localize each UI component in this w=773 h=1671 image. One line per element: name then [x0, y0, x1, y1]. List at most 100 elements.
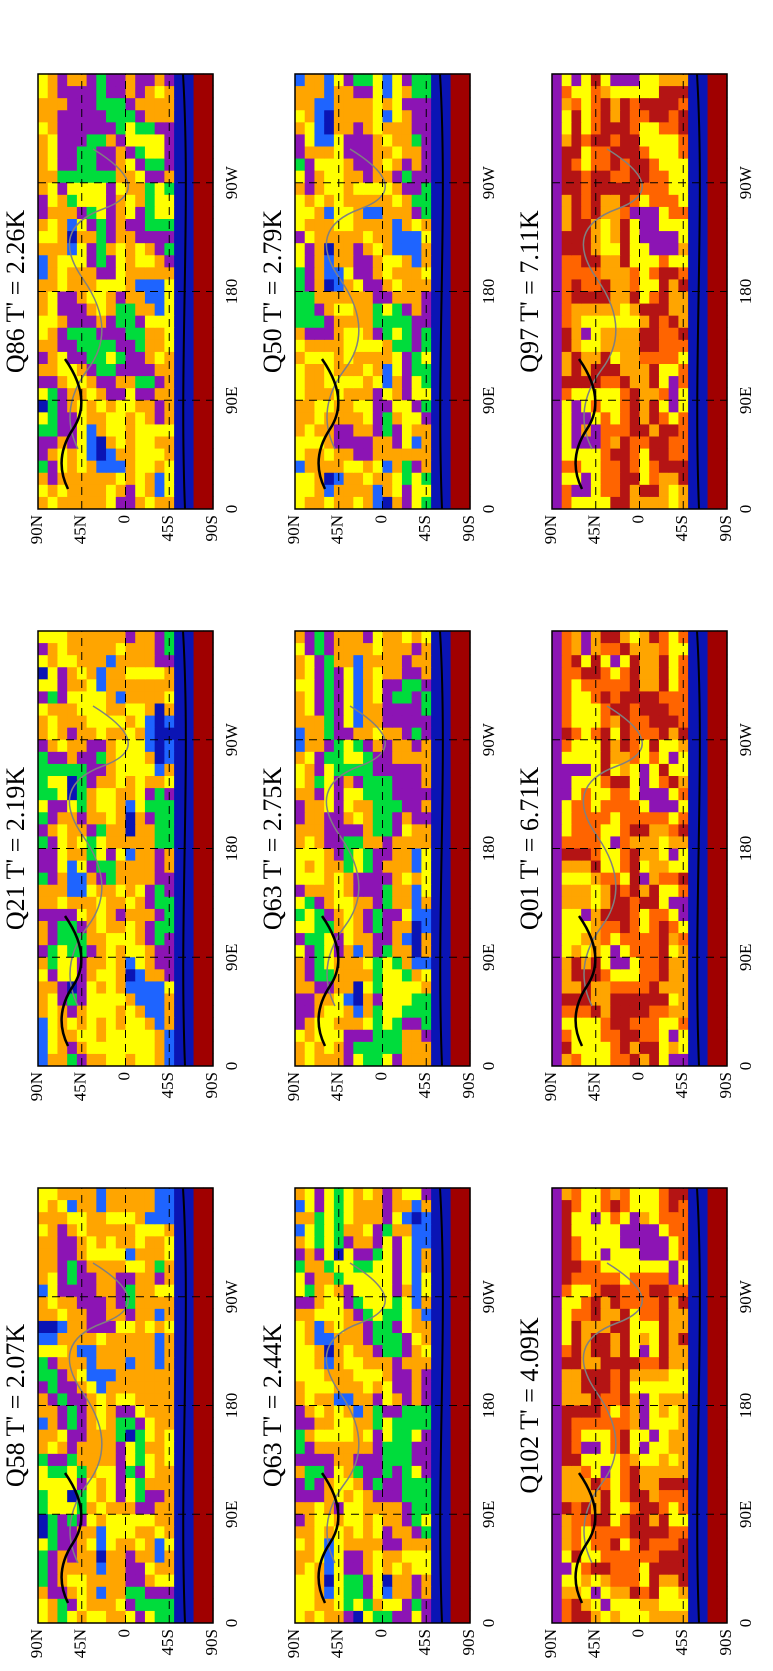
map-cell: [401, 242, 413, 256]
map-cell: [610, 1525, 621, 1539]
map-cell: [125, 1053, 136, 1066]
map-cell: [440, 1199, 452, 1213]
map-cell: [620, 1187, 631, 1201]
map-cell: [460, 1610, 471, 1623]
map-cell: [571, 1332, 582, 1346]
map-cell: [620, 1429, 631, 1442]
map-cell: [115, 460, 127, 473]
map-cell: [203, 872, 214, 885]
map-cell: [57, 85, 68, 99]
map-cell: [304, 690, 316, 704]
map-cell: [154, 654, 165, 668]
map-cell: [314, 1537, 325, 1551]
map-cell: [688, 1332, 699, 1346]
map-cell: [96, 920, 107, 934]
map-cell: [431, 145, 442, 159]
map-cell: [174, 363, 185, 377]
map-cell: [57, 739, 68, 752]
map-cell: [431, 1017, 442, 1030]
map-cell: [382, 1549, 393, 1563]
map-cell: [154, 1247, 165, 1261]
map-cell: [96, 1586, 107, 1599]
map-cell: [86, 714, 97, 728]
map-cell: [717, 1223, 728, 1237]
map-cell: [658, 1004, 670, 1018]
map-cell: [154, 896, 165, 909]
map-cell: [707, 1561, 718, 1575]
map-cell: [343, 775, 354, 789]
map-cell: [658, 1320, 670, 1333]
map-cell: [343, 1187, 354, 1201]
map-cell: [392, 1235, 403, 1249]
map-cell: [125, 920, 136, 934]
map-cell: [86, 1429, 97, 1442]
map-cell: [421, 435, 432, 449]
map-cell: [363, 1041, 374, 1054]
map-cell: [629, 1187, 641, 1201]
map-cell: [571, 1453, 582, 1466]
map-cell: [552, 1320, 563, 1333]
map-cell: [115, 218, 127, 232]
map-cell: [47, 254, 59, 268]
map-cell: [193, 1392, 204, 1406]
map-cell: [174, 496, 185, 509]
map-cell: [314, 194, 325, 207]
map-cell: [333, 642, 345, 656]
lat-label: 45S: [415, 1629, 434, 1655]
map-cell: [411, 859, 422, 873]
map-cell: [174, 411, 185, 425]
map-cell: [193, 194, 204, 207]
map-cell: [639, 1561, 650, 1575]
map-cell: [411, 97, 422, 111]
map-cell: [561, 1429, 573, 1442]
map-cell: [125, 956, 136, 970]
map-cell: [304, 944, 316, 958]
map-cell: [164, 1392, 175, 1406]
map-cell: [707, 992, 718, 1006]
map-cell: [125, 1441, 136, 1454]
map-cell: [440, 835, 452, 849]
map-cell: [382, 872, 393, 885]
map-cell: [392, 363, 403, 377]
map-cell: [106, 630, 117, 644]
map-cell: [610, 1199, 621, 1213]
map-cell: [382, 1586, 393, 1599]
map-cell: [431, 266, 442, 280]
map-cell: [47, 1489, 59, 1503]
lon-label: 0: [222, 505, 241, 514]
map-cell: [649, 1296, 660, 1309]
map-cell: [353, 678, 364, 692]
map-cell: [193, 266, 204, 280]
map-cell: [401, 775, 413, 789]
map-cell: [431, 1259, 442, 1273]
map-cell: [440, 97, 452, 111]
map-cell: [154, 1284, 165, 1297]
map-cell: [552, 1501, 563, 1515]
map-cell: [343, 121, 354, 135]
map-cell: [135, 1610, 146, 1623]
map-cell: [363, 302, 374, 316]
map-cell: [76, 97, 88, 111]
contour: [439, 630, 444, 1067]
map-cell: [295, 145, 306, 159]
map-cell: [610, 1574, 621, 1587]
map-cell: [552, 1259, 563, 1273]
map-cell: [47, 1453, 59, 1466]
map-cell: [96, 642, 107, 656]
map-cell: [581, 1041, 592, 1054]
map-cell: [363, 182, 374, 195]
map-cell: [67, 1199, 78, 1213]
map-cell: [688, 1235, 699, 1249]
map-cell: [629, 920, 641, 934]
map-cell: [125, 775, 136, 789]
map-cell: [154, 460, 165, 473]
map-cell: [67, 496, 78, 509]
map-cell: [164, 835, 175, 849]
map-cell: [154, 484, 165, 497]
map-cell: [193, 932, 204, 946]
map-cell: [295, 1429, 306, 1442]
map-cell: [561, 1053, 573, 1066]
map-cell: [38, 254, 49, 268]
map-cell: [382, 1404, 393, 1418]
map-cell: [649, 1416, 660, 1430]
